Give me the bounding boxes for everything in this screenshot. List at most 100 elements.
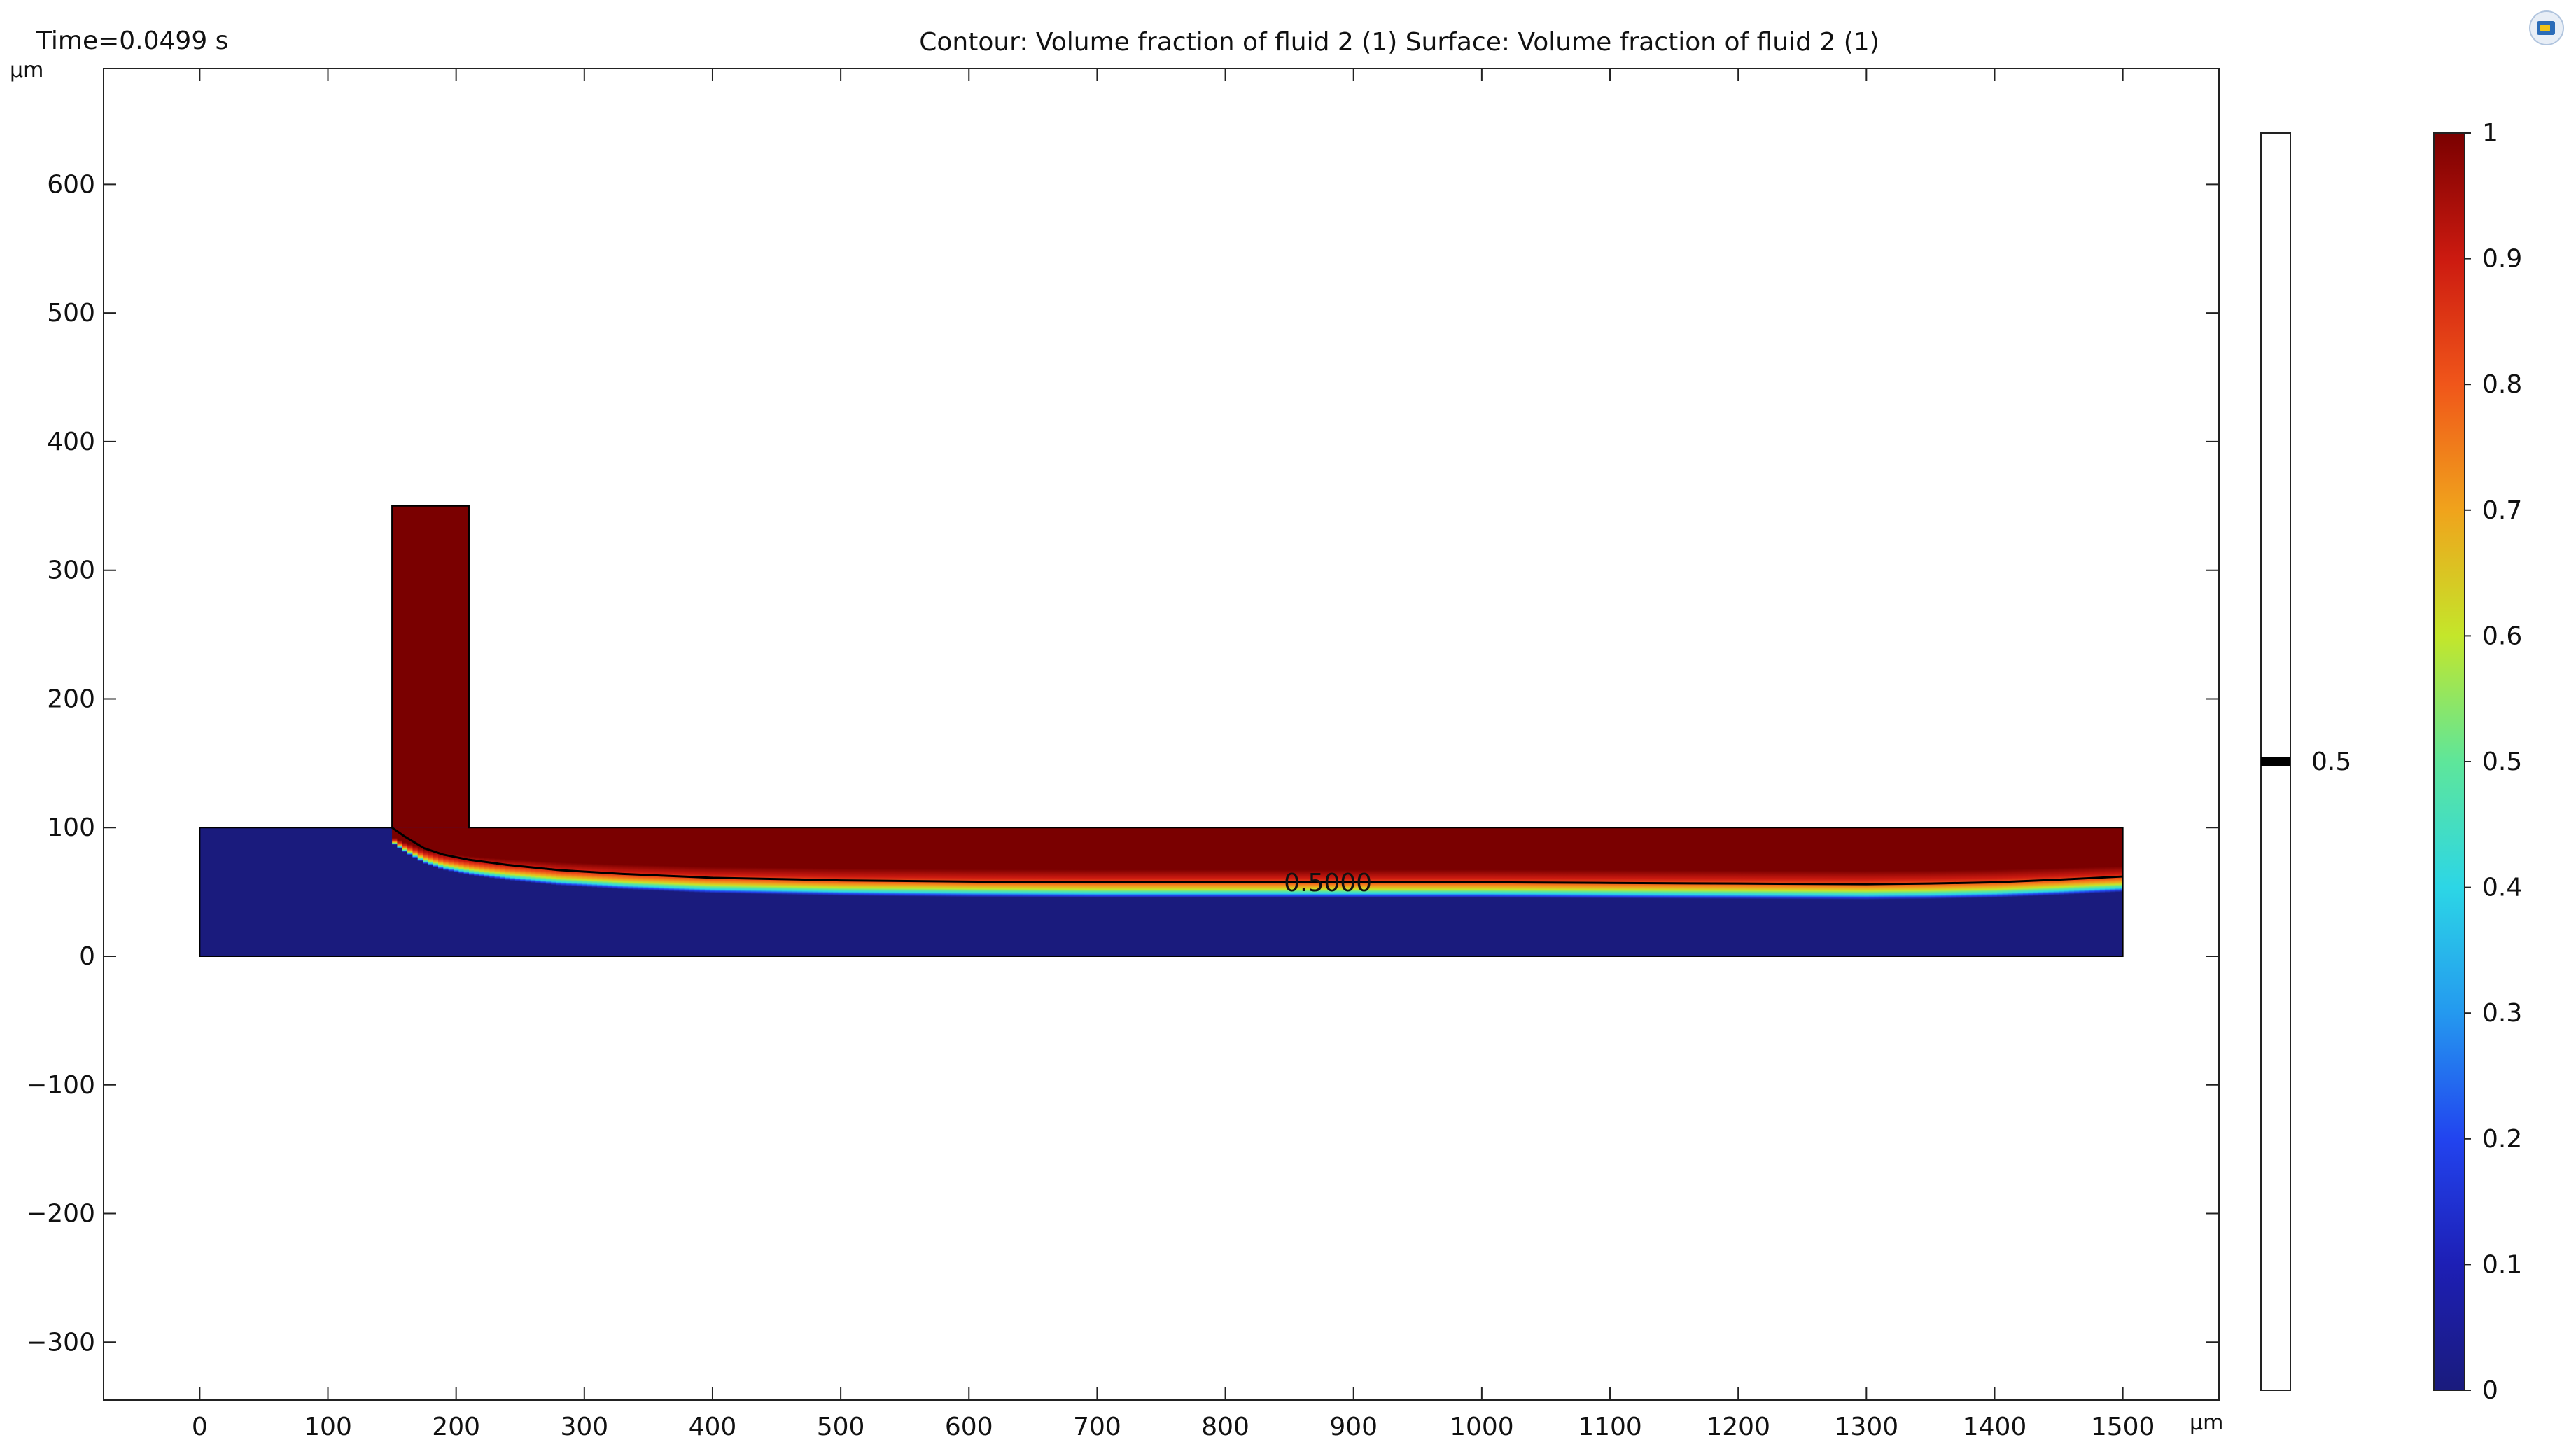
fluid-2-layer-strip (761, 827, 767, 895)
fluid-2-layer-strip (1110, 827, 1116, 898)
fluid-2-layer-strip (1930, 827, 1937, 899)
fluid-2-layer-strip (1838, 827, 1844, 899)
fluid-2-layer-strip (1038, 827, 1044, 897)
fluid-2-layer-strip (2104, 827, 2111, 893)
fluid-2-layer-strip (1146, 827, 1152, 898)
fluid-2-layer-strip (1259, 827, 1265, 898)
fluid-2-layer-strip (463, 827, 470, 875)
fluid-2-layer-strip (1504, 827, 1511, 898)
fluid-2-layer-strip (699, 827, 706, 893)
fluid-2-layer-strip (848, 827, 855, 896)
fluid-2-layer-strip (986, 827, 993, 897)
fluid-2-layer-strip (2048, 827, 2054, 896)
fluid-2-layer-strip (1689, 827, 1695, 899)
y-tick-label: 600 (47, 170, 95, 199)
colorbar-tick-label: 0 (2482, 1376, 2498, 1405)
contour-legend-level-label: 0.5 (2311, 748, 2351, 776)
fluid-2-layer-strip (1997, 827, 2003, 898)
fluid-2-layer-strip (1746, 827, 1752, 899)
fluid-2-layer-strip (1340, 827, 1347, 898)
fluid-2-layer-strip (1448, 827, 1455, 898)
y-tick-label: 300 (47, 556, 95, 585)
fluid-2-layer-strip (694, 827, 701, 892)
fluid-2-layer-strip (1412, 827, 1419, 898)
fluid-2-layer-strip (484, 827, 491, 878)
fluid-2-layer-strip (1396, 827, 1404, 898)
fluid-2-layer-strip (1012, 827, 1018, 897)
fluid-2-layer-strip (930, 827, 937, 897)
fluid-2-layer-strip (1854, 827, 1860, 900)
fluid-2-layer-strip (1935, 827, 1942, 899)
fluid-2-layer-strip (468, 827, 475, 876)
fluid-2-layer-strip (976, 827, 983, 897)
colorbar-tick-label: 1 (2482, 119, 2498, 148)
fluid-2-layer-strip (1520, 827, 1527, 898)
fluid-2-layer-strip (1243, 827, 1250, 898)
y-tick-label: 500 (47, 299, 95, 328)
fluid-2-layer-strip (1632, 827, 1639, 899)
fluid-2-layer-strip (1356, 827, 1362, 898)
fluid-2-layer-strip (1700, 827, 1706, 899)
y-tick-label: 400 (47, 428, 95, 456)
fluid-2-layer-strip (1115, 827, 1121, 898)
fluid-2-layer-strip (1777, 827, 1783, 899)
x-tick-label: 100 (304, 1413, 352, 1441)
fluid-2-layer-strip (1054, 827, 1060, 898)
fluid-2-layer-strip (904, 827, 911, 897)
fluid-2-layer-strip (1556, 827, 1562, 898)
fluid-2-layer-strip (1730, 827, 1737, 899)
fluid-2-layer-strip (607, 827, 614, 889)
fluid-2-layer-strip (1740, 827, 1747, 899)
surface-plot (200, 505, 2123, 956)
fluid-2-layer-strip (1663, 827, 1670, 899)
fluid-2-layer-strip (935, 827, 941, 897)
fluid-2-layer-strip (1233, 827, 1239, 898)
x-tick-label: 0 (192, 1413, 208, 1441)
fluid-2-layer-strip (792, 827, 798, 895)
fluid-2-layer-strip (1510, 827, 1516, 898)
x-tick-label: 1100 (1578, 1413, 1642, 1441)
fluid-2-layer-strip (1572, 827, 1578, 898)
fluid-2-layer-strip (1320, 827, 1326, 898)
fluid-2-layer-strip (561, 827, 568, 886)
fluid-2-layer-strip (1176, 827, 1183, 898)
fluid-2-layer-strip (2090, 827, 2096, 894)
fluid-2-layer-strip (1945, 827, 1952, 899)
fluid-2-layer-strip (1253, 827, 1260, 898)
x-tick-label: 1200 (1706, 1413, 1770, 1441)
fluid-2-layer-strip (1709, 827, 1716, 899)
fluid-2-layer-strip (474, 827, 480, 876)
fluid-2-layer-strip (690, 827, 696, 892)
fluid-2-layer-strip (679, 827, 685, 892)
fluid-2-layer-strip (720, 827, 727, 894)
fluid-2-layer-strip (1048, 827, 1055, 898)
fluid-2-layer-strip (1735, 827, 1742, 899)
fluid-2-layer-strip (1966, 827, 1973, 899)
x-tick-label: 900 (1329, 1413, 1378, 1441)
fluid-2-layer-strip (766, 827, 773, 895)
fluid-2-layer-strip (1802, 827, 1809, 899)
fluid-2-layer-strip (1151, 827, 1157, 898)
fluid-2-layer-strip (1715, 827, 1721, 899)
fluid-2-layer-strip (2038, 827, 2045, 896)
fluid-2-layer-strip (1474, 827, 1480, 898)
contour-legend-level-mark (2261, 757, 2290, 766)
fluid-2-layer-strip (781, 827, 788, 895)
fluid-2-layer-strip (1248, 827, 1254, 898)
fluid-2-layer-strip (1684, 827, 1690, 899)
x-tick-label: 1300 (1835, 1413, 1899, 1441)
fluid-2-layer-strip (664, 827, 670, 892)
fluid-2-layer-strip (1612, 827, 1619, 899)
fluid-2-layer-strip (1376, 827, 1383, 898)
fluid-2-layer-strip (576, 827, 583, 887)
fluid-2-layer-strip (633, 827, 639, 890)
fluid-2-layer-strip (540, 827, 547, 884)
fluid-2-layer-strip (704, 827, 711, 893)
fluid-2-layer-strip (433, 827, 440, 868)
fluid-2-layer-strip (797, 827, 804, 895)
fluid-2-layer-strip (423, 827, 429, 864)
fluid-2-layer-strip (2068, 827, 2076, 895)
fluid-2-layer-strip (1648, 827, 1655, 899)
fluid-2-layer-strip (2059, 827, 2065, 895)
